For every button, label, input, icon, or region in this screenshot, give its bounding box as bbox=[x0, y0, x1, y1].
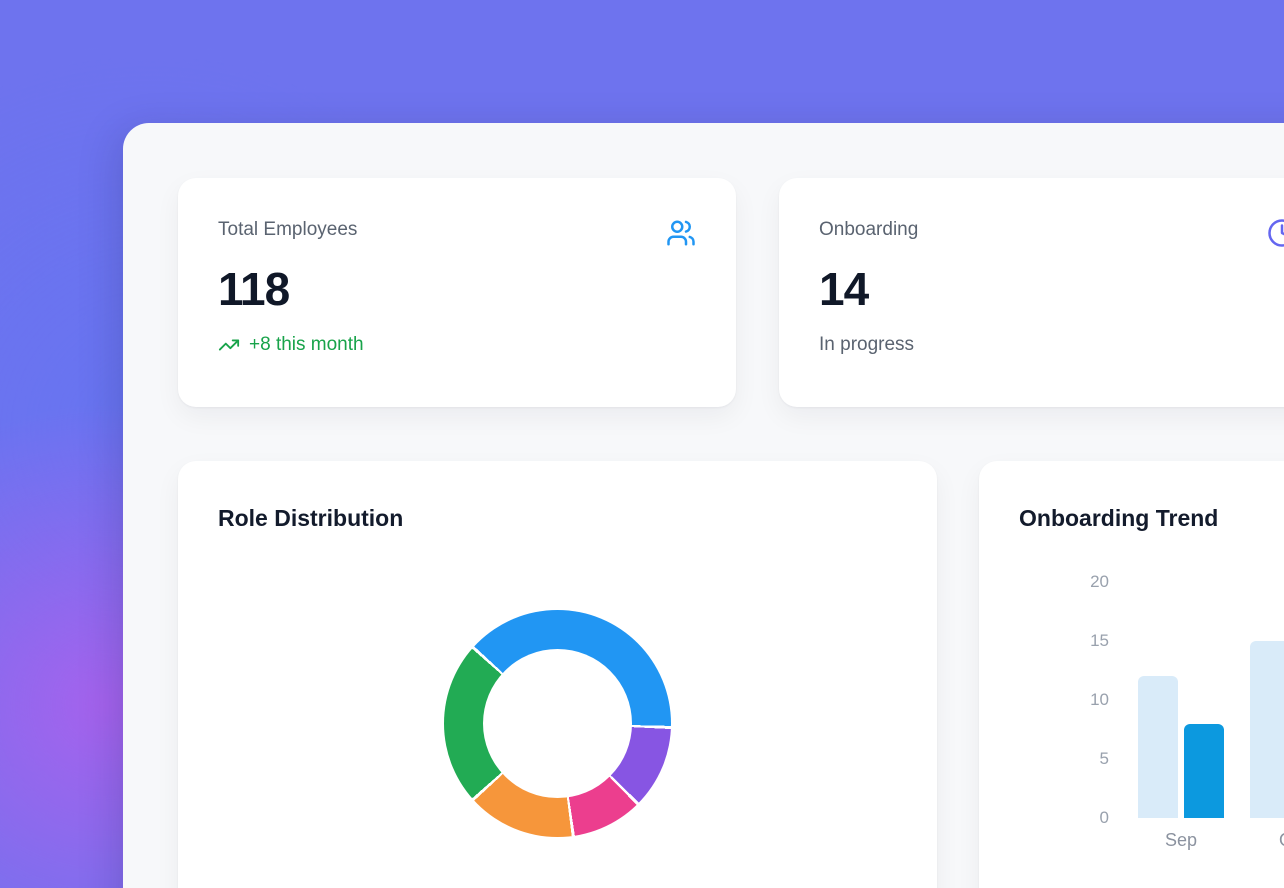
role-distribution-donut-chart bbox=[444, 610, 671, 837]
bar-dark-blue-Sep bbox=[1184, 724, 1224, 818]
onboarding-trend-card: Onboarding Trend 20 15 10 5 0 Sep Oct bbox=[979, 461, 1284, 888]
stats-row: Total Employees 118 +8 this month bbox=[178, 178, 1284, 407]
y-axis-tick: 0 bbox=[1099, 808, 1109, 827]
stat-trend: +8 this month bbox=[218, 334, 696, 356]
stat-label-onboarding: Onboarding bbox=[819, 219, 919, 240]
y-axis-tick: 20 bbox=[1090, 572, 1109, 591]
x-axis-label: Sep bbox=[1164, 830, 1198, 850]
bar-light-blue-Sep bbox=[1138, 676, 1178, 818]
charts-row: Role Distribution Onboarding Trend 20 15 1… bbox=[178, 461, 1284, 888]
clock-icon bbox=[1267, 218, 1284, 248]
role-distribution-card: Role Distribution bbox=[178, 461, 937, 888]
x-axis-label: Oct bbox=[1250, 830, 1284, 851]
stat-value-onboarding: 14 bbox=[819, 263, 869, 315]
stat-trend-text: +8 this month bbox=[249, 334, 364, 355]
bar-light-blue-Oct bbox=[1250, 641, 1284, 818]
y-axis-tick: 10 bbox=[1090, 690, 1109, 709]
role-distribution-title: Role Distribution bbox=[218, 505, 404, 531]
stat-card-onboarding: Onboarding 14 In progress bbox=[779, 178, 1284, 407]
stat-subtitle-onboarding: In progress bbox=[819, 334, 915, 355]
users-icon bbox=[666, 218, 696, 248]
stat-label-total-employees: Total Employees bbox=[218, 219, 358, 240]
stat-value-total-employees: 118 bbox=[218, 263, 290, 315]
dashboard-panel: Total Employees 118 +8 this month bbox=[123, 123, 1284, 888]
onboarding-trend-title: Onboarding Trend bbox=[1019, 505, 1219, 531]
y-axis-tick: 15 bbox=[1090, 631, 1109, 650]
stat-card-total-employees: Total Employees 118 +8 this month bbox=[178, 178, 736, 407]
trending-up-icon bbox=[218, 339, 240, 351]
y-axis-tick: 5 bbox=[1099, 749, 1109, 768]
onboarding-trend-bar-chart: 20 15 10 5 0 Sep Oct bbox=[979, 461, 1284, 888]
